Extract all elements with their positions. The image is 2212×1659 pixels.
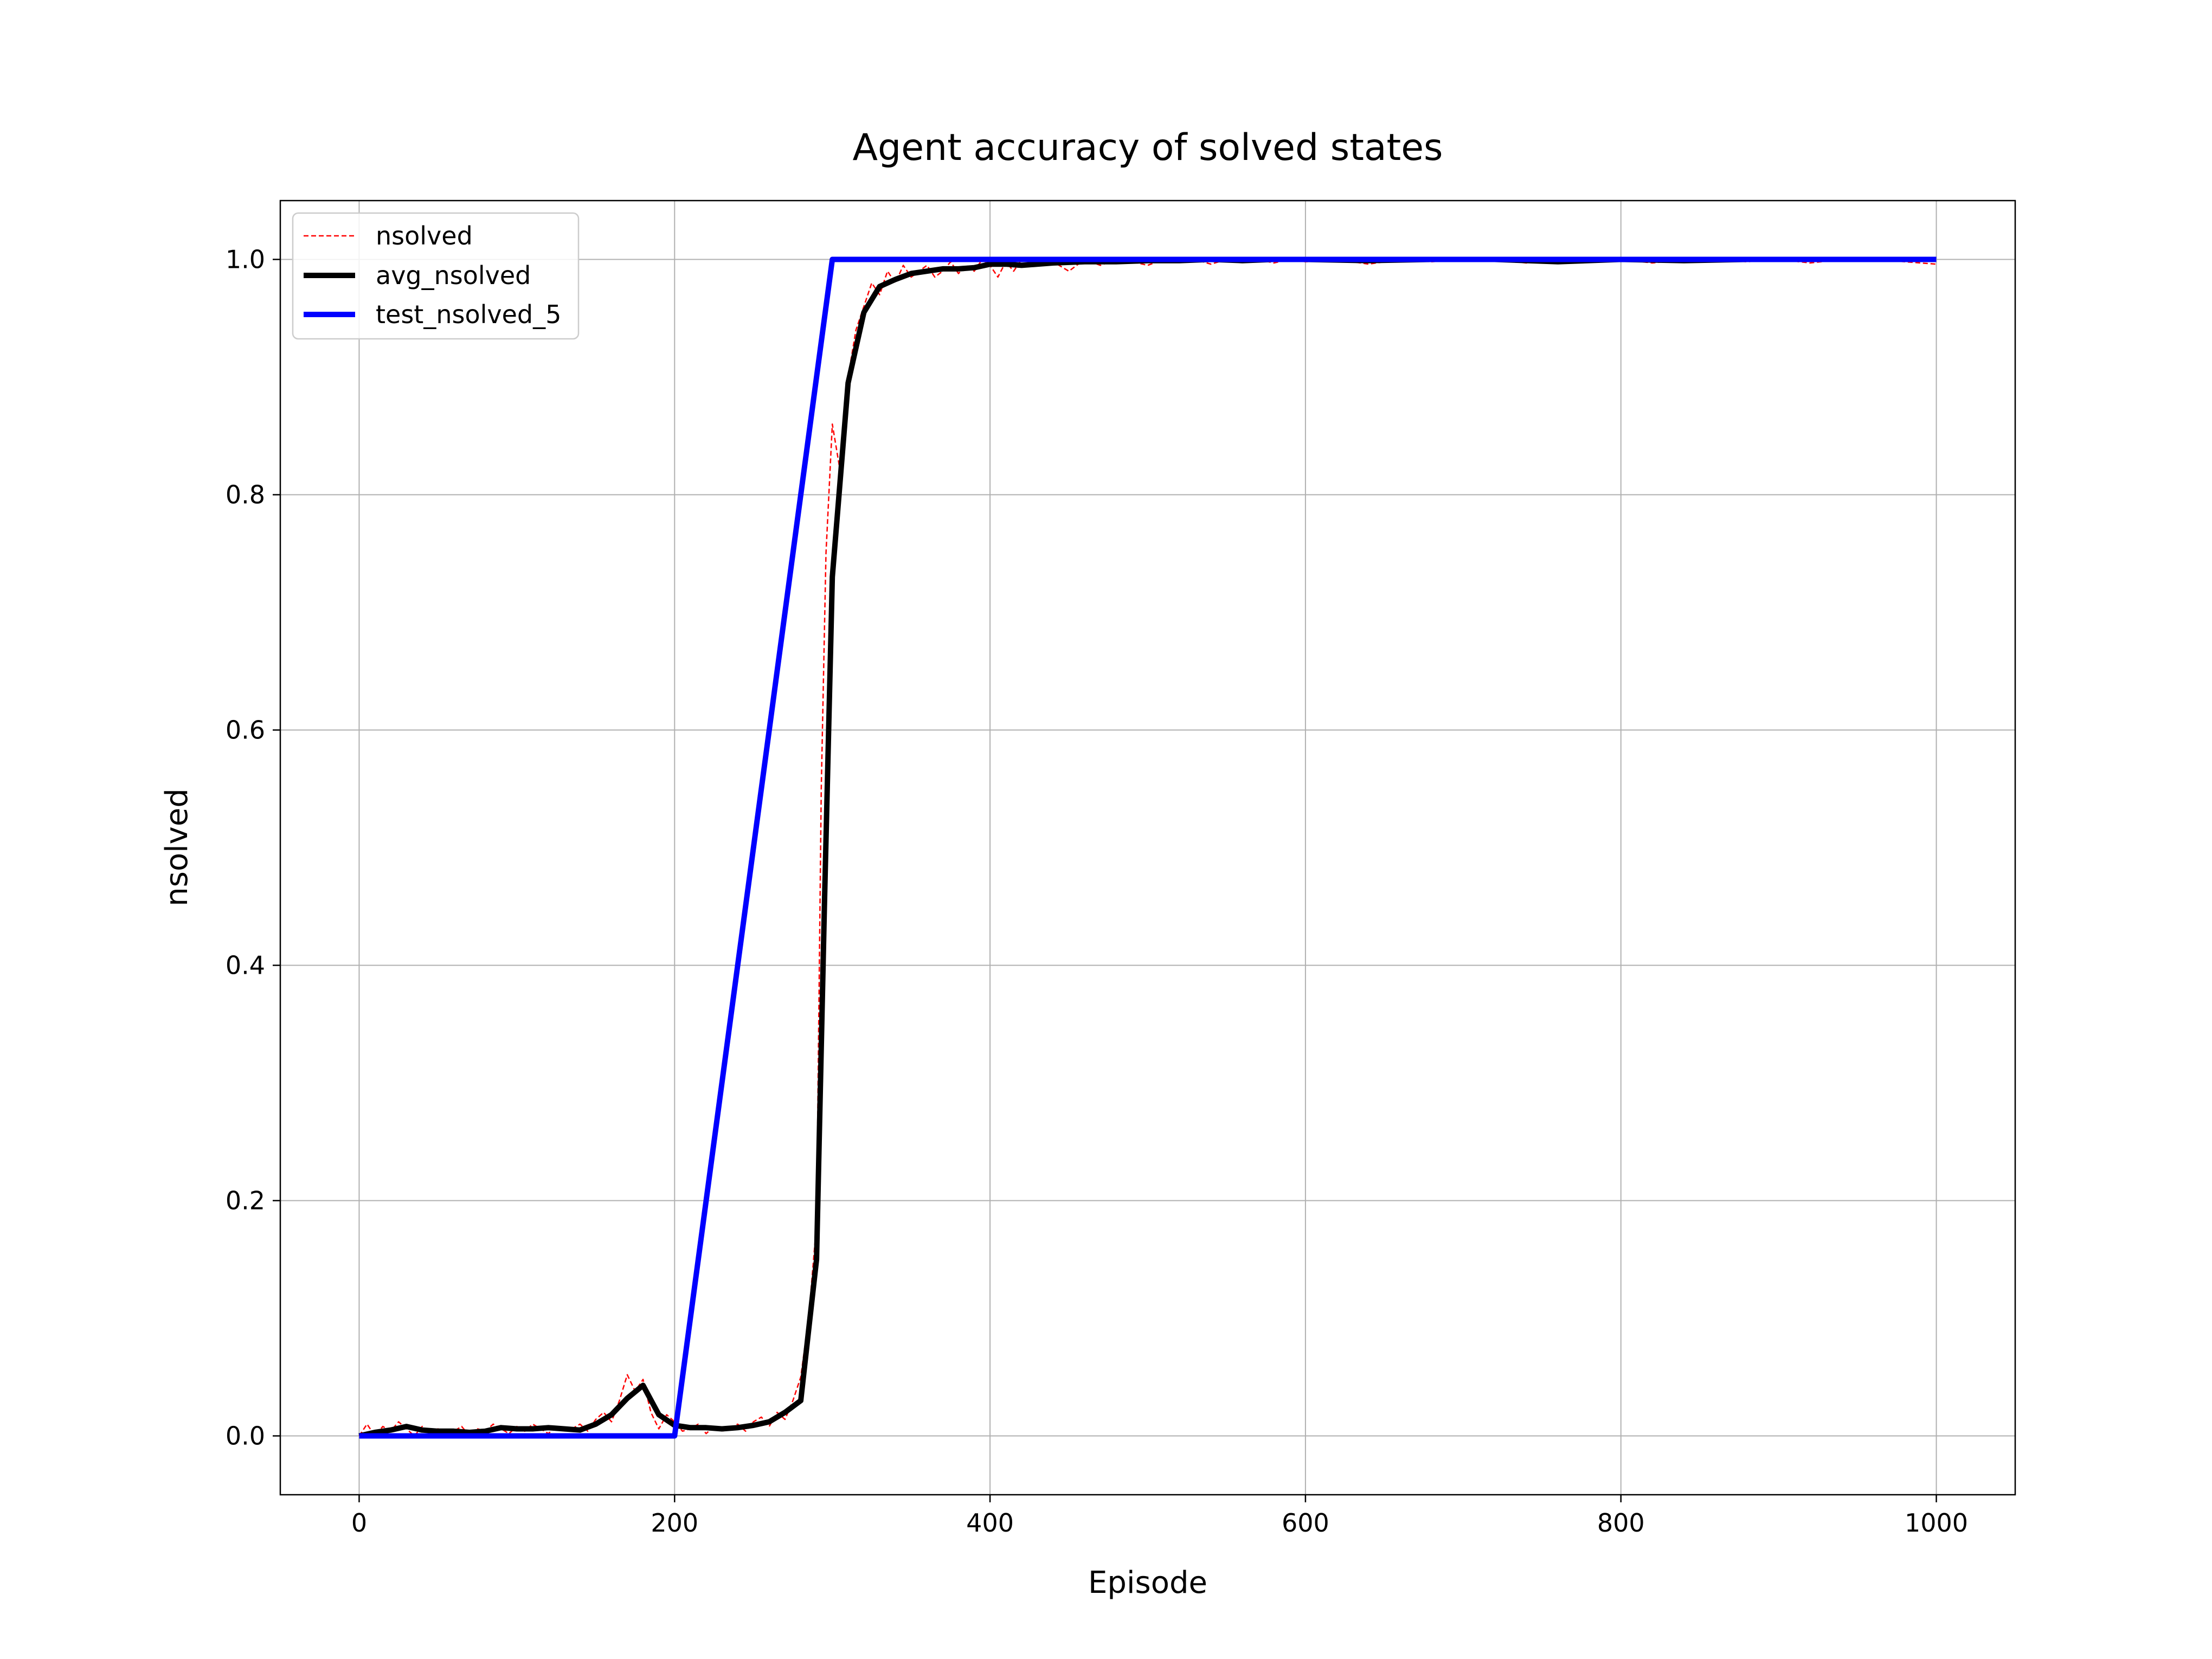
x-tick-label: 400	[966, 1508, 1014, 1538]
legend-label-avg-nsolved: avg_nsolved	[376, 261, 531, 290]
x-tick-label: 800	[1597, 1508, 1645, 1538]
y-tick-label: 0.6	[226, 716, 265, 745]
series-line-nsolved	[358, 259, 1937, 1437]
plot-frame	[279, 200, 2016, 1496]
x-tick-label: 1000	[1905, 1508, 1968, 1538]
y-tick-label: 0.8	[226, 480, 265, 510]
legend: nsolved avg_nsolved test_nsolved_5	[292, 212, 580, 340]
grid	[280, 201, 2015, 1495]
y-axis-label: nsolved	[159, 788, 195, 906]
y-tick-label: 0.0	[226, 1422, 265, 1451]
legend-entry-nsolved: nsolved	[304, 221, 473, 250]
y-tick-label: 0.2	[226, 1186, 265, 1216]
series-layer	[358, 256, 1937, 1439]
legend-box	[292, 212, 580, 340]
legend-entry-avg-nsolved: avg_nsolved	[304, 261, 531, 290]
x-tick-label: 600	[1282, 1508, 1329, 1538]
series-line-test-nsolved-5	[359, 256, 1937, 1439]
y-axis: 0.0 0.2 0.4 0.6 0.8 1.0	[226, 245, 280, 1451]
series-line-avg-nsolved	[358, 256, 1937, 1439]
y-tick-label: 1.0	[226, 245, 265, 274]
legend-label-test-nsolved-5: test_nsolved_5	[376, 300, 561, 329]
x-axis-label: Episode	[1088, 1565, 1207, 1600]
x-tick-label: 200	[651, 1508, 698, 1538]
x-axis: 0 200 400 600 800 1000	[351, 1495, 1968, 1538]
legend-label-nsolved: nsolved	[376, 221, 473, 250]
chart-title: Agent accuracy of solved states	[853, 126, 1443, 169]
x-tick-label: 0	[351, 1508, 367, 1538]
y-tick-label: 0.4	[226, 951, 265, 980]
legend-entry-test-nsolved-5: test_nsolved_5	[304, 300, 561, 329]
